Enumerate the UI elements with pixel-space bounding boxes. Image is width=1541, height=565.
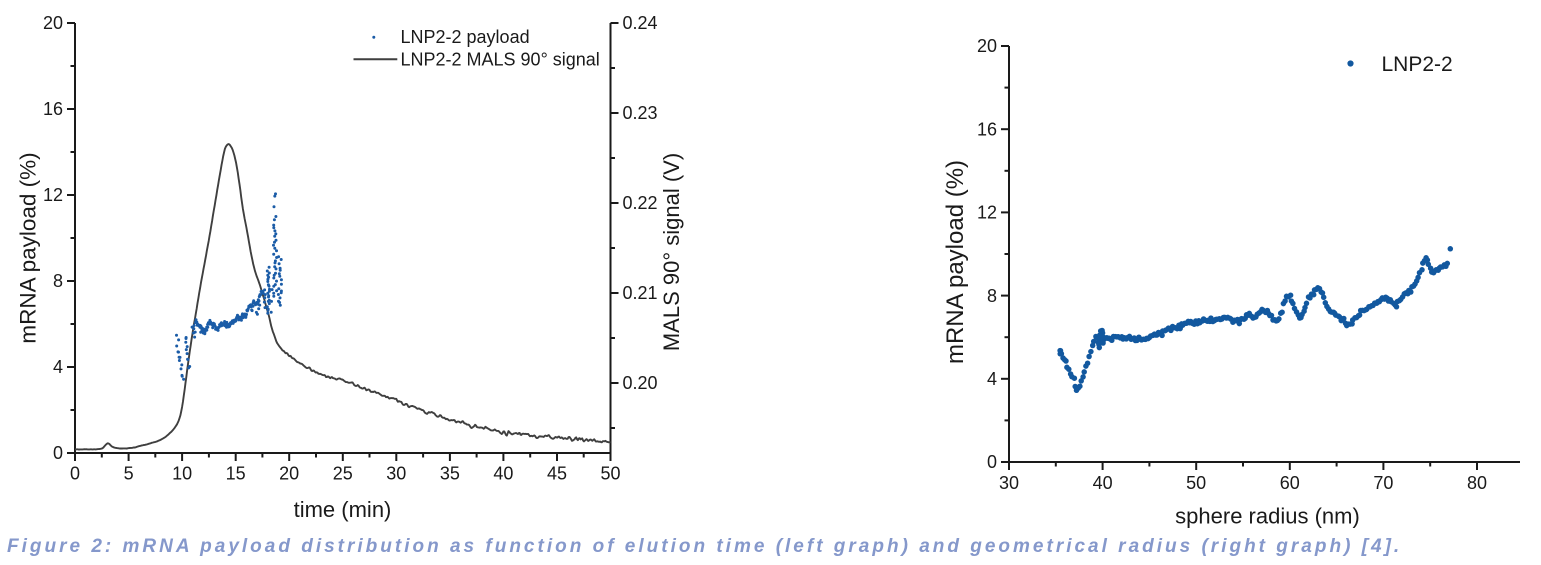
- svg-text:20: 20: [977, 36, 997, 56]
- svg-text:12: 12: [43, 185, 63, 205]
- svg-text:MALS 90° signal (V): MALS 90° signal (V): [659, 153, 684, 351]
- svg-text:45: 45: [547, 464, 567, 484]
- svg-text:mRNA payload (%): mRNA payload (%): [942, 160, 969, 364]
- svg-text:0.23: 0.23: [623, 103, 658, 123]
- svg-text:0.24: 0.24: [623, 13, 658, 33]
- svg-text:0: 0: [53, 443, 63, 463]
- svg-text:50: 50: [1186, 473, 1206, 493]
- svg-text:mRNA payload (%): mRNA payload (%): [16, 152, 41, 343]
- svg-text:16: 16: [43, 99, 63, 119]
- svg-text:50: 50: [600, 464, 620, 484]
- svg-text:0: 0: [70, 464, 80, 484]
- svg-text:0.21: 0.21: [623, 283, 658, 303]
- svg-text:10: 10: [172, 464, 192, 484]
- svg-text:sphere radius (nm): sphere radius (nm): [1175, 504, 1360, 529]
- svg-text:35: 35: [440, 464, 460, 484]
- svg-text:16: 16: [977, 119, 997, 139]
- svg-text:0: 0: [987, 452, 997, 472]
- svg-text:20: 20: [279, 464, 299, 484]
- svg-text:40: 40: [1093, 473, 1113, 493]
- svg-text:8: 8: [987, 286, 997, 306]
- svg-text:time (min): time (min): [294, 497, 392, 522]
- svg-text:0.22: 0.22: [623, 193, 658, 213]
- svg-text:60: 60: [1280, 473, 1300, 493]
- svg-text:30: 30: [999, 473, 1019, 493]
- svg-text:LNP2-2: LNP2-2: [1382, 53, 1453, 76]
- svg-text:0.20: 0.20: [623, 373, 658, 393]
- svg-text:8: 8: [53, 271, 63, 291]
- svg-text:LNP2-2 MALS 90° signal: LNP2-2 MALS 90° signal: [401, 49, 600, 69]
- svg-text:12: 12: [977, 203, 997, 223]
- svg-text:70: 70: [1373, 473, 1393, 493]
- svg-text:25: 25: [333, 464, 353, 484]
- svg-text:4: 4: [987, 369, 997, 389]
- svg-text:15: 15: [226, 464, 246, 484]
- svg-text:4: 4: [53, 357, 63, 377]
- svg-text:5: 5: [124, 464, 134, 484]
- svg-text:80: 80: [1467, 473, 1487, 493]
- svg-text:20: 20: [43, 13, 63, 33]
- svg-text:30: 30: [386, 464, 406, 484]
- svg-text:LNP2-2 payload: LNP2-2 payload: [401, 27, 530, 47]
- svg-text:40: 40: [493, 464, 513, 484]
